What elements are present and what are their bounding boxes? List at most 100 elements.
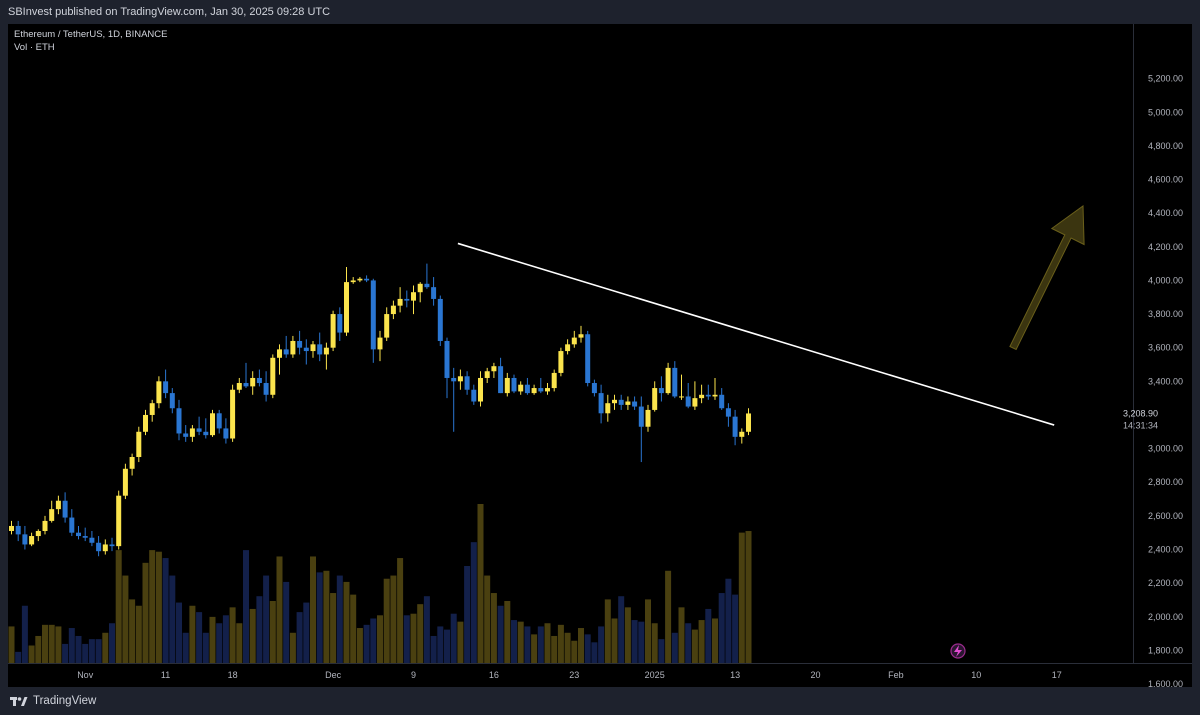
candle-body (672, 367, 678, 397)
candle-body (390, 305, 396, 315)
publisher-text: SBInvest published on TradingView.com, J… (8, 6, 331, 18)
y-tick-label: 2,400.00 (1148, 545, 1183, 555)
x-tick-label: 20 (810, 670, 820, 680)
candle-body (55, 500, 61, 510)
x-tick-label: Nov (77, 670, 94, 680)
x-tick-label: 18 (228, 670, 238, 680)
volume-bar (42, 624, 48, 663)
candle-body (149, 403, 155, 415)
volume-bar (397, 558, 404, 663)
up-arrow (1009, 205, 1085, 351)
candle-body (571, 337, 577, 345)
candle-body (484, 371, 490, 378)
candle-body (122, 468, 128, 496)
candle-body (692, 398, 698, 407)
candle-body (290, 340, 296, 355)
candle-body (417, 283, 423, 293)
volume-bar (678, 607, 685, 663)
plot-background (8, 24, 1192, 687)
candle-body (189, 428, 195, 437)
volume-bar (155, 551, 162, 663)
volume-bar (276, 556, 283, 663)
volume-bar (658, 639, 665, 663)
x-tick-label: 17 (1052, 670, 1062, 680)
candle-body (230, 389, 236, 439)
candle-body (323, 347, 329, 355)
volume-bar (68, 628, 75, 663)
volume-bar (383, 578, 390, 663)
y-tick-label: 3,800.00 (1148, 309, 1183, 319)
volume-bar (8, 626, 15, 663)
volume-bar (464, 566, 471, 663)
candle-body (598, 393, 604, 414)
volume-series (8, 504, 752, 663)
volume-bar (330, 593, 337, 663)
symbol-title: Ethereum / TetherUS, 1D, BINANCE (14, 29, 168, 40)
volume-bar (745, 531, 752, 663)
candle-body (364, 278, 370, 281)
candle-body (283, 349, 289, 355)
volume-bar (444, 629, 450, 663)
candle-body (270, 357, 276, 395)
candle-body (739, 431, 745, 437)
tradingview-logo[interactable]: TradingView (10, 695, 96, 707)
x-tick-label: 16 (489, 670, 499, 680)
volume-bar (202, 632, 209, 663)
candle-body (712, 394, 718, 397)
volume-bar (135, 605, 142, 663)
y-tick-label: 1,600.00 (1148, 679, 1183, 687)
candle-body (129, 457, 135, 469)
volume-bar (209, 616, 216, 663)
footer: TradingView (0, 688, 1200, 715)
volume-bar (189, 605, 196, 663)
volume-bar (15, 651, 22, 663)
volume-bar (390, 575, 397, 663)
trendline (457, 242, 1055, 426)
volume-bar (249, 608, 256, 663)
y-tick-label: 4,000.00 (1148, 275, 1183, 285)
publisher-header: SBInvest published on TradingView.com, J… (0, 0, 1200, 24)
volume-bar (698, 620, 705, 663)
candle-body (76, 532, 81, 537)
volume-bar (216, 623, 223, 663)
y-tick-label: 3,600.00 (1148, 343, 1183, 353)
volume-bar (551, 635, 558, 663)
volume-bar (169, 575, 176, 663)
candle-body (82, 536, 88, 538)
chart-area[interactable]: 5,200.00 5,000.00 4,800.00 4,600.00 4,400.00… (8, 24, 1192, 687)
volume-bar (651, 623, 658, 663)
volume-bar (176, 602, 182, 663)
candle-body (357, 278, 363, 281)
candle-body (437, 298, 443, 341)
x-tick-label: 13 (730, 670, 740, 680)
x-tick-label: 10 (971, 670, 981, 680)
volume-bar (604, 599, 611, 663)
price-chart[interactable]: 5,200.00 5,000.00 4,800.00 4,600.00 4,400.00… (8, 24, 1192, 687)
candle-body (658, 388, 664, 394)
volume-bar (269, 600, 276, 663)
candle-body (551, 372, 557, 389)
y-tick-label: 3,000.00 (1148, 444, 1183, 454)
candle-body (236, 383, 242, 390)
candle-body (250, 377, 256, 387)
volume-bar (691, 629, 698, 663)
candle-body (444, 340, 450, 378)
y-tick-label: 2,800.00 (1148, 477, 1183, 487)
candle-body (491, 366, 497, 372)
candle-body (451, 377, 457, 382)
volume-bar (571, 640, 578, 663)
volume-bar (685, 623, 692, 663)
volume-bar (323, 570, 330, 663)
candle-body (350, 280, 356, 283)
candle-body (478, 377, 483, 402)
x-tick-label: Dec (325, 670, 342, 680)
volume-bar (705, 608, 712, 663)
volume-bar (557, 624, 564, 663)
volume-bar (517, 621, 524, 663)
candle-series (9, 263, 751, 557)
volume-bar (182, 632, 189, 663)
candle-body (397, 298, 403, 306)
volume-bar (162, 558, 169, 663)
candle-body (705, 394, 711, 397)
volume-bar (370, 618, 377, 663)
